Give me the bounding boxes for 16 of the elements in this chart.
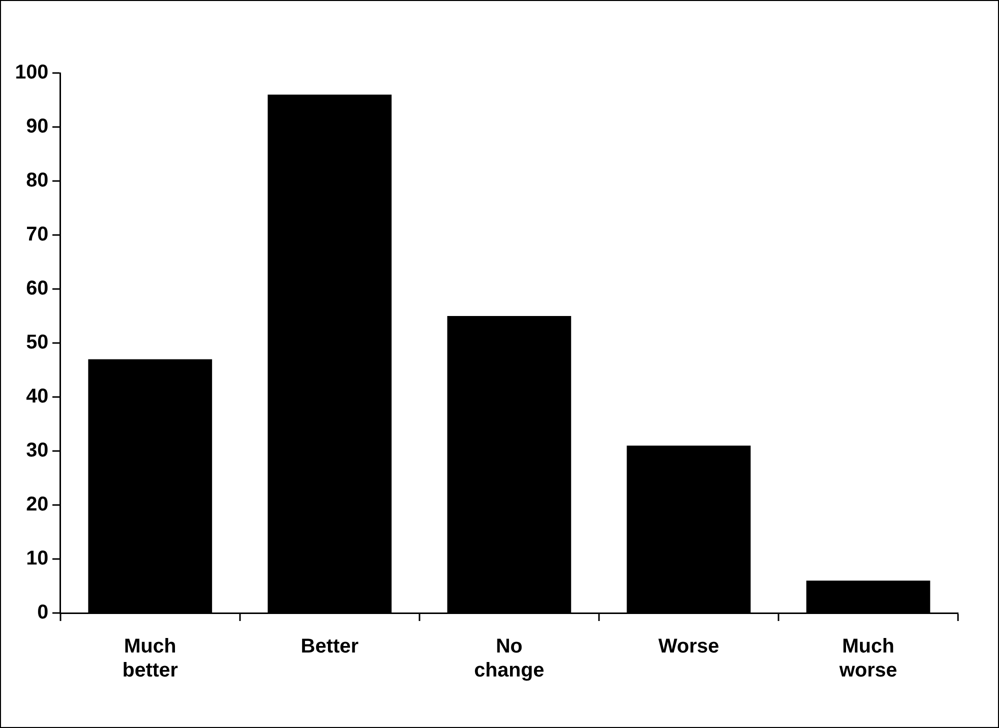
x-tick-label: Worse [658, 636, 720, 658]
y-tick-label: 10 [26, 548, 48, 570]
y-tick-label: 70 [26, 224, 48, 246]
x-tick-label: Better [300, 636, 359, 658]
x-tick-label: Much better [122, 636, 178, 682]
y-tick-label: 50 [26, 332, 48, 354]
y-tick-label: 20 [26, 494, 48, 516]
x-tick-label: No change [474, 636, 544, 682]
y-tick-label: 0 [37, 602, 48, 624]
x-tick-label: Much worse [838, 636, 898, 682]
y-tick-label: 30 [26, 440, 48, 462]
y-tick-label: 100 [14, 62, 48, 84]
y-tick-label: 40 [26, 386, 48, 408]
y-tick-label: 80 [26, 170, 48, 192]
y-tick-label: 90 [26, 116, 48, 138]
y-tick-label: 60 [26, 278, 48, 300]
